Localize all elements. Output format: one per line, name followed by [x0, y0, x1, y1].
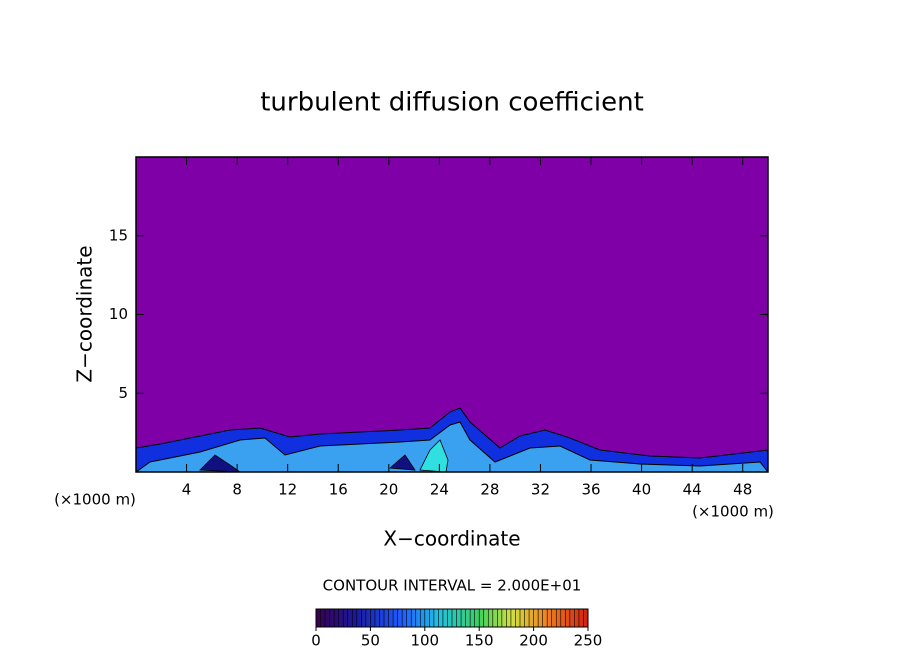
x-tick-label: 16: [329, 481, 348, 499]
y-axis-label: Z−coordinate: [73, 245, 97, 382]
colorbar-contours: [320, 609, 584, 627]
x-axis-label: X−coordinate: [383, 527, 520, 551]
x-tick-label: 8: [232, 481, 242, 499]
x-tick-label: 40: [632, 481, 651, 499]
colorbar-tick-label: 0: [311, 632, 321, 650]
contour-interval: CONTOUR INTERVAL = 2.000E+01: [323, 577, 582, 595]
colorbar-tick-label: 200: [519, 632, 548, 650]
x-tick-label: 4: [182, 481, 192, 499]
colorbar-tick-label: 150: [465, 632, 494, 650]
colorbar-tick-label: 50: [361, 632, 380, 650]
x-tick-label: 20: [379, 481, 398, 499]
x-tick-label: 48: [733, 481, 752, 499]
x-tick-label: 28: [480, 481, 499, 499]
contour-field: [136, 157, 768, 472]
x-tick-label: 12: [278, 481, 297, 499]
y-tick-label: 15: [109, 226, 128, 244]
x-tick-label: 44: [683, 481, 702, 499]
y-tick-label: 5: [118, 384, 128, 402]
x-unit-label: (×1000 m): [54, 491, 136, 509]
y-tick-label: 10: [109, 305, 128, 323]
x-tick-label: 24: [430, 481, 449, 499]
colorbar-tick-label: 100: [410, 632, 439, 650]
chart-title: turbulent diffusion coefficient: [260, 88, 644, 118]
x-unit-label: (×1000 m): [692, 503, 774, 521]
x-tick-label: 32: [531, 481, 550, 499]
colorbar-tick-label: 250: [574, 632, 603, 650]
x-tick-label: 36: [581, 481, 600, 499]
